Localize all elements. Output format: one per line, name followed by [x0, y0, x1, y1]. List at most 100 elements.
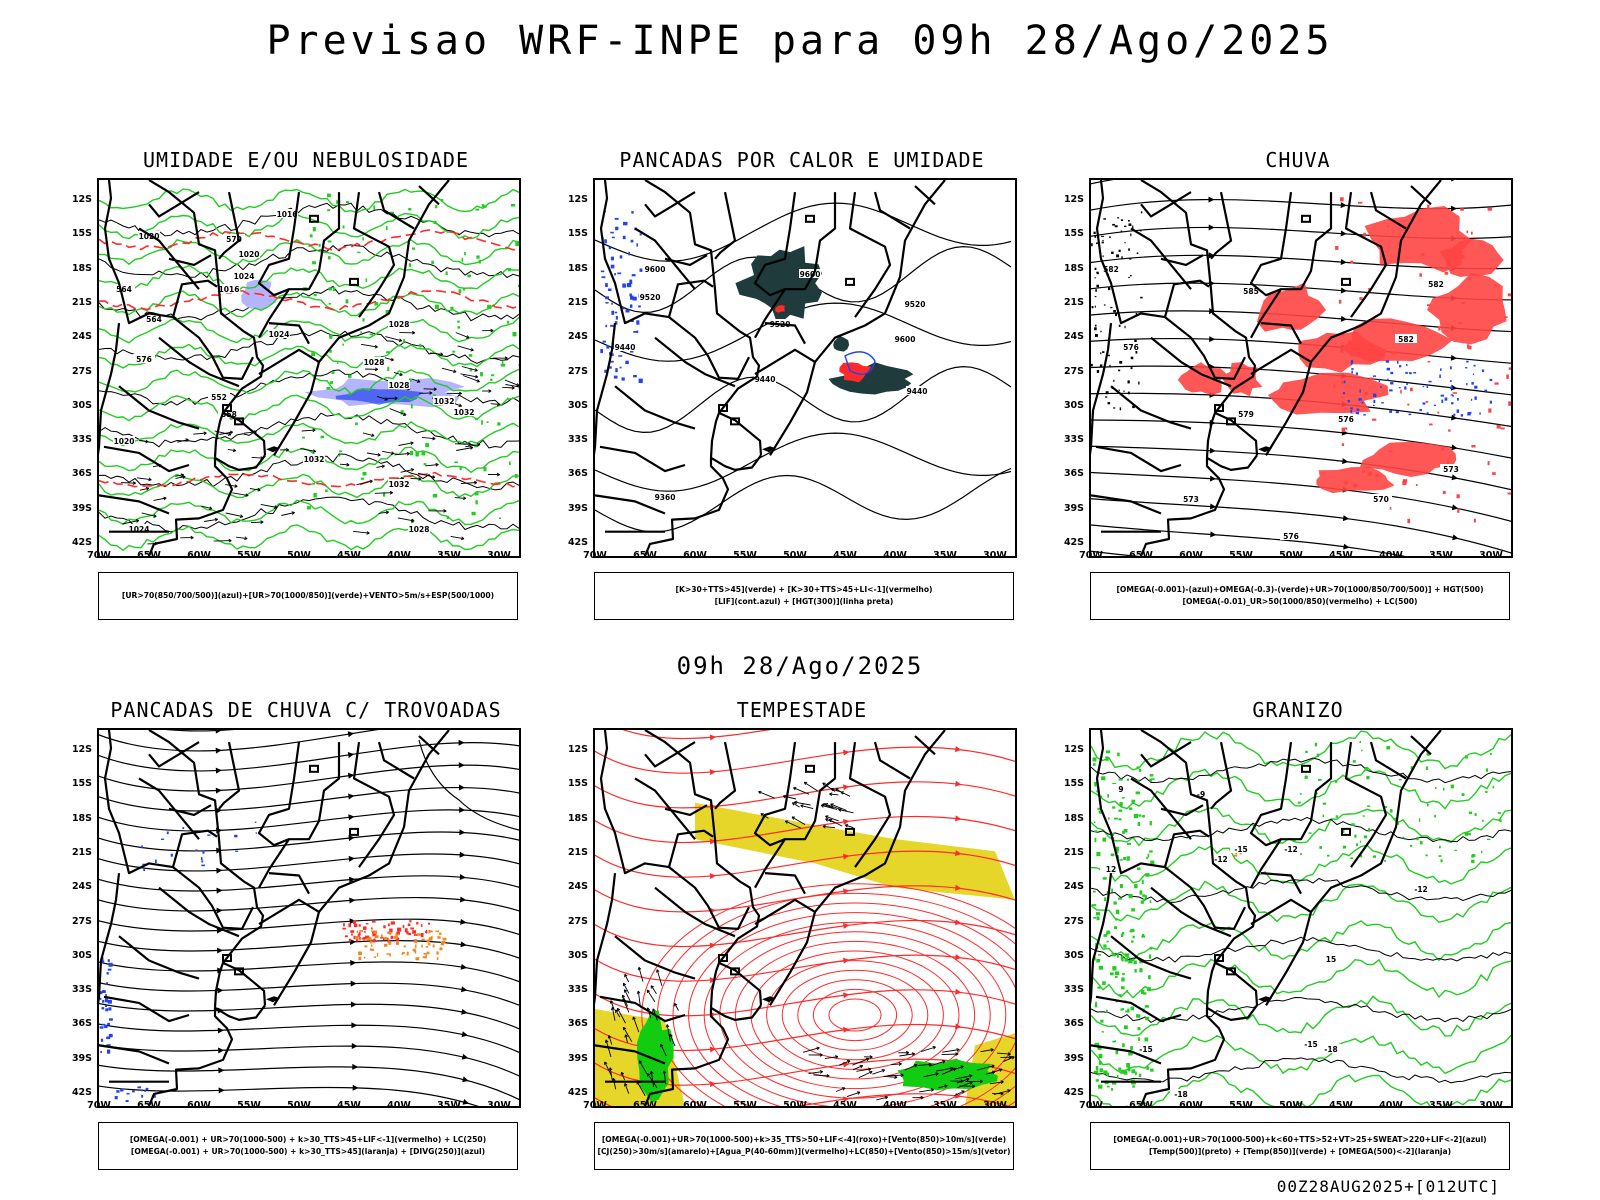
field-mark [955, 884, 962, 891]
field-mark [952, 1067, 957, 1072]
field-mark [900, 1073, 904, 1077]
field-mark [1450, 384, 1458, 391]
border-line [764, 322, 806, 345]
field-mark [155, 859, 157, 863]
field-mark [397, 927, 402, 932]
field-mark [1358, 201, 1363, 204]
field-mark [1366, 775, 1370, 780]
field-mark [460, 482, 477, 485]
field-mark [1280, 844, 1302, 853]
field-mark [1240, 286, 1262, 295]
field-mark [1350, 260, 1354, 264]
field-mark [1458, 322, 1463, 324]
field-mark [1395, 334, 1417, 343]
border-line [848, 741, 892, 868]
field-mark [357, 251, 361, 254]
field-mark [1350, 360, 1354, 364]
border-line [234, 967, 244, 976]
field-mark [1114, 926, 1118, 930]
field-mark [852, 1065, 863, 1071]
field-mark [1397, 360, 1399, 364]
field-mark [1000, 1080, 1004, 1084]
field-mark [623, 1026, 633, 1043]
field-mark [99, 764, 519, 792]
field-mark [360, 331, 362, 334]
field-mark [1122, 973, 1125, 975]
field-mark [276, 209, 298, 218]
field-mark [99, 499, 519, 526]
field-mark [1101, 241, 1104, 244]
border-line [1226, 967, 1236, 976]
field-mark [1450, 386, 1453, 390]
field-mark [1343, 543, 1350, 550]
field-mark [457, 326, 461, 329]
field-mark [166, 831, 169, 835]
field-mark [911, 1052, 916, 1056]
field-mark [1103, 304, 1106, 306]
field-mark [469, 446, 474, 450]
field-mark [1011, 1056, 1015, 1060]
field-mark [1116, 1050, 1119, 1055]
field-mark [614, 321, 618, 325]
border-line [1205, 412, 1217, 458]
field-mark [1123, 829, 1128, 833]
field-mark [625, 360, 629, 365]
field-mark [1100, 330, 1102, 333]
field-mark [1387, 378, 1389, 381]
field-mark [1496, 424, 1501, 429]
lat-tick-label: 12S [1063, 194, 1084, 205]
field-mark [1149, 947, 1153, 950]
field-mark [955, 1052, 959, 1056]
field-mark [1091, 363, 1093, 367]
field-mark [869, 1055, 873, 1059]
field-mark [387, 366, 390, 372]
field-mark [838, 809, 854, 814]
field-mark [464, 251, 466, 256]
field-mark [216, 867, 223, 874]
field-mark [782, 795, 797, 800]
field-mark [475, 208, 479, 211]
field-mark [122, 519, 139, 525]
border-line [218, 191, 241, 260]
border-line [148, 741, 200, 768]
field-mark [1343, 481, 1348, 485]
field-mark [358, 951, 362, 956]
field-mark [1419, 273, 1422, 277]
field-mark [1098, 1084, 1103, 1089]
field-mark [618, 355, 623, 357]
field-mark [965, 1033, 1015, 1106]
contour-label: -12 [1214, 855, 1228, 864]
field-mark [1489, 378, 1493, 382]
field-mark [1094, 235, 1097, 238]
field-mark [1341, 380, 1345, 384]
border-line [1250, 192, 1333, 339]
border-line [1210, 741, 1233, 810]
field-mark [1461, 302, 1465, 304]
field-mark [624, 1083, 628, 1087]
field-mark [421, 436, 436, 440]
field-mark [1487, 207, 1492, 211]
field-mark [1138, 381, 1140, 385]
field-mark [435, 205, 438, 209]
field-mark [622, 235, 626, 240]
field-mark [1141, 989, 1145, 994]
border-line [1140, 730, 1259, 1006]
field-mark [482, 205, 487, 208]
field-mark [487, 304, 492, 309]
field-mark [376, 952, 379, 957]
map-canvas-umidade: 1016102010201024102410281028103210321032… [99, 180, 519, 556]
lon-tick-label: 65W [633, 550, 657, 561]
field-mark [320, 435, 325, 439]
field-mark [419, 392, 433, 394]
field-mark [610, 1000, 615, 1011]
field-mark [332, 287, 336, 291]
field-mark [604, 1039, 609, 1043]
contour-label: 1028 [409, 525, 430, 534]
field-mark [758, 791, 776, 799]
field-mark [432, 436, 436, 441]
field-mark [102, 990, 106, 993]
field-mark [930, 1088, 935, 1092]
field-mark [474, 480, 478, 485]
